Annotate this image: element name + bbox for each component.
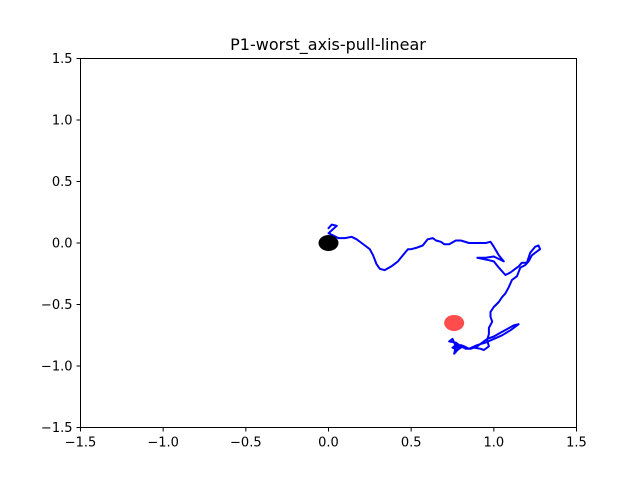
x-tick-label: 0.0 [318, 436, 339, 451]
y-tick-label: 1.5 [52, 52, 73, 67]
x-tick-label: 1.0 [483, 436, 504, 451]
marker-0 [318, 235, 339, 251]
axes-frame [80, 58, 577, 428]
trajectory-line-0 [327, 223, 542, 355]
y-tick-label: −0.5 [41, 298, 73, 313]
x-tick-label: 1.5 [566, 436, 587, 451]
x-tick-label: −1.5 [65, 436, 97, 451]
y-tick-label: 0.0 [52, 237, 73, 252]
marker-1 [444, 314, 465, 331]
x-tick-label: 0.5 [401, 436, 422, 451]
x-tick-label: −0.5 [230, 436, 262, 451]
y-tick-label: 1.0 [52, 114, 73, 129]
x-tick-label: −1.0 [147, 436, 179, 451]
chart-title: P1-worst_axis-pull-linear [230, 35, 426, 55]
y-tick-label: −1.0 [41, 360, 73, 375]
y-tick-label: −1.5 [41, 421, 73, 436]
y-tick-label: 0.5 [52, 175, 73, 190]
